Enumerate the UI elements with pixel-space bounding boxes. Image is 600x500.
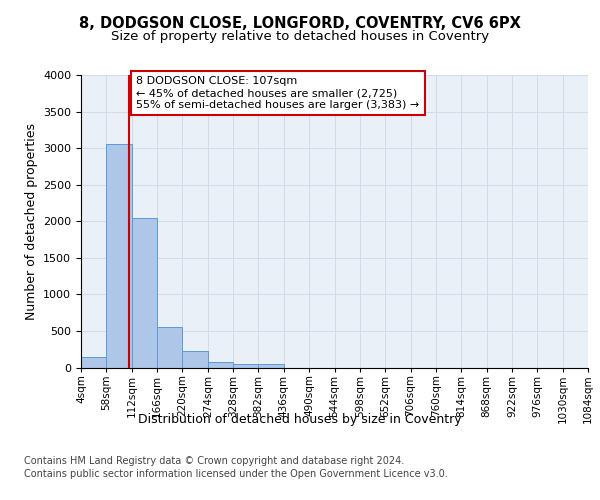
Text: Size of property relative to detached houses in Coventry: Size of property relative to detached ho… (111, 30, 489, 43)
Bar (132, 218, 157, 368)
Bar (208, 362, 233, 368)
Text: Contains HM Land Registry data © Crown copyright and database right 2024.: Contains HM Land Registry data © Crown c… (24, 456, 404, 466)
Text: Distribution of detached houses by size in Coventry: Distribution of detached houses by size … (138, 412, 462, 426)
Bar (233, 364, 259, 368)
Bar (182, 351, 208, 368)
Bar (157, 328, 182, 368)
Bar (259, 364, 284, 368)
Text: Contains public sector information licensed under the Open Government Licence v3: Contains public sector information licen… (24, 469, 448, 479)
Bar (81, 356, 106, 368)
Text: 8 DODGSON CLOSE: 107sqm
← 45% of detached houses are smaller (2,725)
55% of semi: 8 DODGSON CLOSE: 107sqm ← 45% of detache… (136, 76, 419, 110)
Bar (106, 144, 132, 368)
Y-axis label: Number of detached properties: Number of detached properties (25, 122, 38, 320)
Text: 8, DODGSON CLOSE, LONGFORD, COVENTRY, CV6 6PX: 8, DODGSON CLOSE, LONGFORD, COVENTRY, CV… (79, 16, 521, 31)
